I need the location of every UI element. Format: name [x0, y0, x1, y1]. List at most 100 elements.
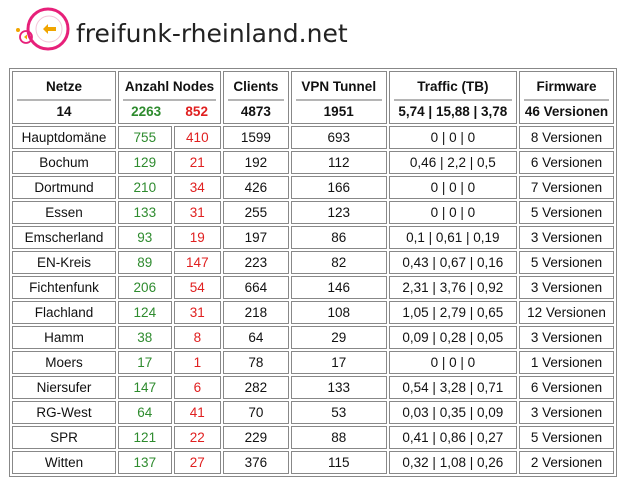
- table-row: Niersufer 147 6 282 133 0,54 | 3,28 | 0,…: [12, 376, 614, 399]
- cell-firmware: 3 Versionen: [518, 401, 614, 424]
- cell-clients: 70: [223, 401, 289, 424]
- cell-clients: 197: [223, 226, 289, 249]
- cell-vpn: 88: [290, 426, 387, 449]
- cell-traffic: 0,32 | 1,08 | 0,26: [388, 451, 517, 474]
- table-row: Hauptdomäne 755 410 1599 693 0 | 0 | 0 8…: [12, 126, 614, 149]
- header-row: Netze 14 Anzahl Nodes 2263 852 Clients 4…: [12, 71, 614, 124]
- cell-vpn: 108: [290, 301, 387, 324]
- cell-firmware: 3 Versionen: [518, 276, 614, 299]
- cell-nodes-online: 206: [118, 276, 172, 299]
- cell-nodes-offline: 31: [173, 201, 222, 224]
- cell-nodes-online: 755: [118, 126, 172, 149]
- total-clients: 4873: [240, 104, 271, 119]
- cell-traffic: 0,46 | 2,2 | 0,5: [388, 151, 517, 174]
- total-netze: 14: [56, 104, 72, 119]
- table-row: Dortmund 210 34 426 166 0 | 0 | 0 7 Vers…: [12, 176, 614, 199]
- table-row: Flachland 124 31 218 108 1,05 | 2,79 | 0…: [12, 301, 614, 324]
- total-nodes: 2263 852: [119, 101, 220, 123]
- cell-nodes-offline: 27: [173, 451, 222, 474]
- cell-firmware: 5 Versionen: [518, 426, 614, 449]
- table-row: Bochum 129 21 192 112 0,46 | 2,2 | 0,5 6…: [12, 151, 614, 174]
- cell-firmware: 2 Versionen: [518, 451, 614, 474]
- header-label: Traffic (TB): [393, 72, 512, 101]
- header-label: Firmware: [523, 72, 609, 101]
- cell-network-name: Niersufer: [12, 376, 117, 399]
- cell-nodes-online: 93: [118, 226, 172, 249]
- table-row: Hamm 38 8 64 29 0,09 | 0,28 | 0,05 3 Ver…: [12, 326, 614, 349]
- cell-nodes-offline: 6: [173, 376, 222, 399]
- header-netze: Netze 14: [12, 71, 117, 124]
- cell-vpn: 17: [290, 351, 387, 374]
- table-row: Fichtenfunk 206 54 664 146 2,31 | 3,76 |…: [12, 276, 614, 299]
- freifunk-logo-icon[interactable]: [12, 6, 72, 52]
- cell-network-name: SPR: [12, 426, 117, 449]
- cell-network-name: Emscherland: [12, 226, 117, 249]
- cell-vpn: 29: [290, 326, 387, 349]
- total-nodes-offline: 852: [185, 104, 208, 119]
- cell-traffic: 0,43 | 0,67 | 0,16: [388, 251, 517, 274]
- cell-nodes-offline: 1: [173, 351, 222, 374]
- header-traffic: Traffic (TB) 5,74 | 15,88 | 3,78: [388, 71, 517, 124]
- cell-traffic: 0,1 | 0,61 | 0,19: [388, 226, 517, 249]
- cell-nodes-offline: 8: [173, 326, 222, 349]
- cell-nodes-online: 64: [118, 401, 172, 424]
- cell-firmware: 8 Versionen: [518, 126, 614, 149]
- cell-network-name: Moers: [12, 351, 117, 374]
- header-label: Anzahl Nodes: [123, 72, 217, 101]
- cell-traffic: 0 | 0 | 0: [388, 126, 517, 149]
- cell-traffic: 0 | 0 | 0: [388, 351, 517, 374]
- cell-nodes-online: 17: [118, 351, 172, 374]
- table-row: Emscherland 93 19 197 86 0,1 | 0,61 | 0,…: [12, 226, 614, 249]
- cell-vpn: 166: [290, 176, 387, 199]
- cell-nodes-online: 210: [118, 176, 172, 199]
- cell-traffic: 0,09 | 0,28 | 0,05: [388, 326, 517, 349]
- page-header: freifunk-rheinland.net: [0, 0, 626, 68]
- cell-nodes-online: 124: [118, 301, 172, 324]
- header-label: Clients: [228, 72, 284, 101]
- total-traffic: 5,74 | 15,88 | 3,78: [398, 104, 508, 119]
- cell-nodes-online: 147: [118, 376, 172, 399]
- cell-vpn: 115: [290, 451, 387, 474]
- cell-firmware: 12 Versionen: [518, 301, 614, 324]
- cell-network-name: Flachland: [12, 301, 117, 324]
- cell-vpn: 693: [290, 126, 387, 149]
- cell-clients: 78: [223, 351, 289, 374]
- cell-firmware: 3 Versionen: [518, 226, 614, 249]
- cell-nodes-offline: 19: [173, 226, 222, 249]
- cell-firmware: 6 Versionen: [518, 151, 614, 174]
- cell-vpn: 53: [290, 401, 387, 424]
- cell-traffic: 0,54 | 3,28 | 0,71: [388, 376, 517, 399]
- cell-clients: 223: [223, 251, 289, 274]
- total-vpn: 1951: [323, 104, 354, 119]
- cell-vpn: 112: [290, 151, 387, 174]
- table-row: SPR 121 22 229 88 0,41 | 0,86 | 0,27 5 V…: [12, 426, 614, 449]
- cell-network-name: Bochum: [12, 151, 117, 174]
- cell-traffic: 0,03 | 0,35 | 0,09: [388, 401, 517, 424]
- cell-nodes-online: 121: [118, 426, 172, 449]
- table-row: EN-Kreis 89 147 223 82 0,43 | 0,67 | 0,1…: [12, 251, 614, 274]
- cell-network-name: Hamm: [12, 326, 117, 349]
- cell-network-name: Essen: [12, 201, 117, 224]
- cell-nodes-offline: 41: [173, 401, 222, 424]
- cell-vpn: 82: [290, 251, 387, 274]
- cell-traffic: 2,31 | 3,76 | 0,92: [388, 276, 517, 299]
- cell-firmware: 6 Versionen: [518, 376, 614, 399]
- header-label: VPN Tunnel: [295, 72, 382, 101]
- cell-clients: 229: [223, 426, 289, 449]
- cell-nodes-online: 133: [118, 201, 172, 224]
- cell-vpn: 146: [290, 276, 387, 299]
- cell-firmware: 5 Versionen: [518, 201, 614, 224]
- cell-nodes-offline: 54: [173, 276, 222, 299]
- cell-clients: 64: [223, 326, 289, 349]
- cell-network-name: Hauptdomäne: [12, 126, 117, 149]
- cell-nodes-online: 38: [118, 326, 172, 349]
- cell-firmware: 7 Versionen: [518, 176, 614, 199]
- table-body: Hauptdomäne 755 410 1599 693 0 | 0 | 0 8…: [12, 126, 614, 474]
- site-title[interactable]: freifunk-rheinland.net: [76, 19, 348, 48]
- cell-firmware: 1 Versionen: [518, 351, 614, 374]
- header-clients: Clients 4873: [223, 71, 289, 124]
- table-row: RG-West 64 41 70 53 0,03 | 0,35 | 0,09 3…: [12, 401, 614, 424]
- cell-nodes-offline: 410: [173, 126, 222, 149]
- cell-clients: 1599: [223, 126, 289, 149]
- cell-firmware: 5 Versionen: [518, 251, 614, 274]
